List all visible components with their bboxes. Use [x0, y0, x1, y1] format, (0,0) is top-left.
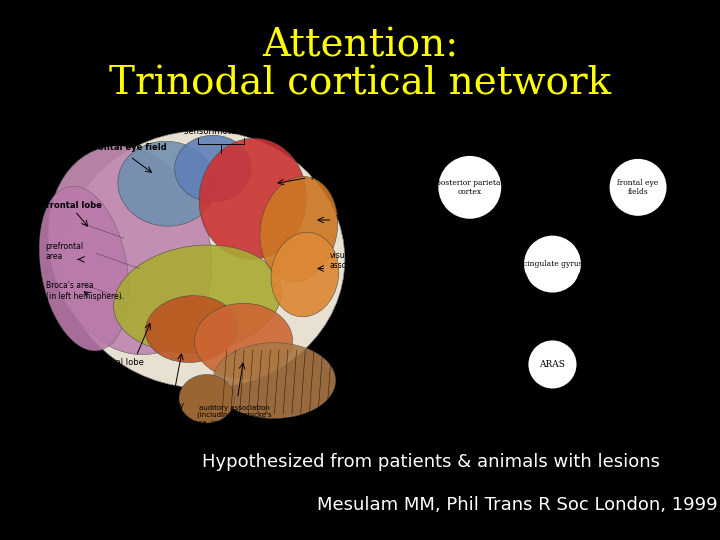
Text: Figure 4. A large-scale distributed network for spatial
attention.: Figure 4. A large-scale distributed netw… [402, 403, 553, 414]
Text: Attention:: Attention: [262, 28, 458, 64]
Text: thalamus
striatum
superior colliculus: thalamus striatum superior colliculus [523, 208, 581, 225]
Text: Hypothesized from patients & animals with lesions: Hypothesized from patients & animals wit… [202, 453, 660, 471]
Text: Broca's area
(in left hemisphere): Broca's area (in left hemisphere) [45, 281, 122, 301]
Ellipse shape [179, 374, 234, 423]
Text: sensorimotor area: sensorimotor area [184, 127, 261, 136]
Text: parietal lobe: parietal lobe [311, 171, 364, 180]
Circle shape [437, 155, 503, 220]
Ellipse shape [199, 138, 307, 259]
Text: ARAS: ARAS [539, 360, 565, 369]
Ellipse shape [260, 177, 338, 282]
Text: frontal eye field: frontal eye field [90, 144, 167, 152]
Text: auditory association
(including Wernicke's
area, in left hemisphere): auditory association (including Wernicke… [191, 405, 277, 426]
Ellipse shape [48, 146, 212, 355]
Text: auditory: auditory [149, 401, 184, 410]
Circle shape [608, 158, 667, 217]
Text: temporal lobe: temporal lobe [85, 359, 144, 367]
Text: Mesulam MM, Phil Trans R Soc London, 1999: Mesulam MM, Phil Trans R Soc London, 199… [317, 496, 717, 514]
Ellipse shape [40, 186, 129, 351]
Ellipse shape [213, 343, 336, 418]
Text: frontal lobe: frontal lobe [45, 201, 102, 210]
Text: frontal eye
fields: frontal eye fields [618, 179, 659, 196]
Text: visual
association: visual association [330, 251, 373, 271]
Ellipse shape [114, 245, 282, 353]
Circle shape [527, 339, 577, 389]
Text: Trinodal cortical network: Trinodal cortical network [109, 65, 611, 102]
Ellipse shape [145, 295, 238, 362]
Ellipse shape [174, 135, 251, 202]
Circle shape [523, 234, 582, 294]
Ellipse shape [271, 232, 339, 317]
Ellipse shape [118, 141, 216, 226]
Text: visual: visual [336, 213, 360, 222]
Ellipse shape [194, 303, 292, 379]
Ellipse shape [63, 131, 345, 388]
Text: posterior parietal
cortex: posterior parietal cortex [436, 179, 503, 196]
Text: prefrontal
area: prefrontal area [45, 242, 84, 261]
Text: cingulate gyrus: cingulate gyrus [523, 260, 582, 268]
